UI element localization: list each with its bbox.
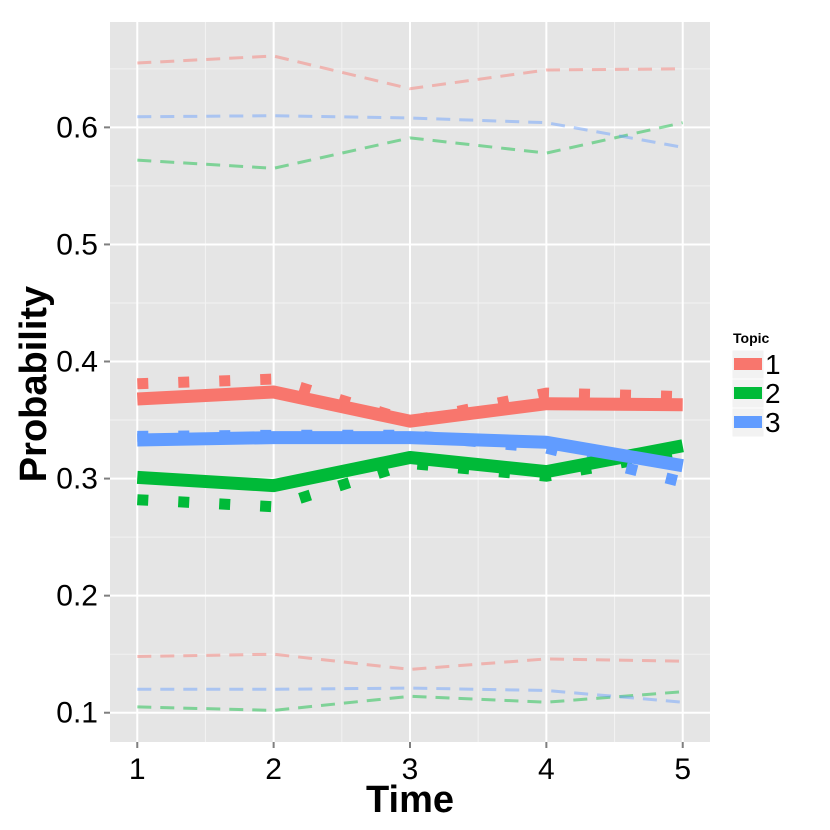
series-1-estimate-line: [136, 385, 683, 428]
interval-lines: [137, 54, 684, 712]
estimate-lines: [136, 385, 684, 493]
x-tick-label: 1: [129, 753, 146, 786]
y-tick-label: 0.3: [56, 463, 98, 496]
series-1-dotted-line: [137, 373, 683, 427]
x-axis-title: Time: [366, 779, 454, 821]
y-tick-label: 0.2: [56, 580, 98, 613]
x-tick-label: 5: [674, 753, 691, 786]
y-axis-title: Probability: [13, 286, 55, 482]
y-tick-label: 0.5: [56, 228, 98, 261]
y-tick-label: 0.4: [56, 346, 98, 379]
series-3-estimate-line: [137, 431, 684, 473]
series-2-dotted-line: [137, 446, 684, 513]
series-1-upper-line: [137, 54, 683, 91]
x-tick-label: 3: [402, 753, 419, 786]
y-tick-label: 0.6: [56, 111, 98, 144]
legend-label-3: 3: [765, 407, 781, 438]
series-2-estimate-line: [136, 439, 684, 493]
legend-label-2: 2: [765, 378, 781, 409]
series-2-upper-line: [137, 121, 684, 170]
y-tick-label: 0.1: [56, 697, 98, 730]
legend: Topic 123: [731, 330, 781, 438]
legend-title: Topic: [733, 330, 770, 346]
x-tick-label: 4: [538, 753, 555, 786]
x-tick-label: 2: [265, 753, 282, 786]
legend-label-1: 1: [765, 349, 781, 380]
axes: 1 2 3 4 5 0.1 0.2 0.3 0.4 0.5 0.6: [56, 111, 691, 786]
